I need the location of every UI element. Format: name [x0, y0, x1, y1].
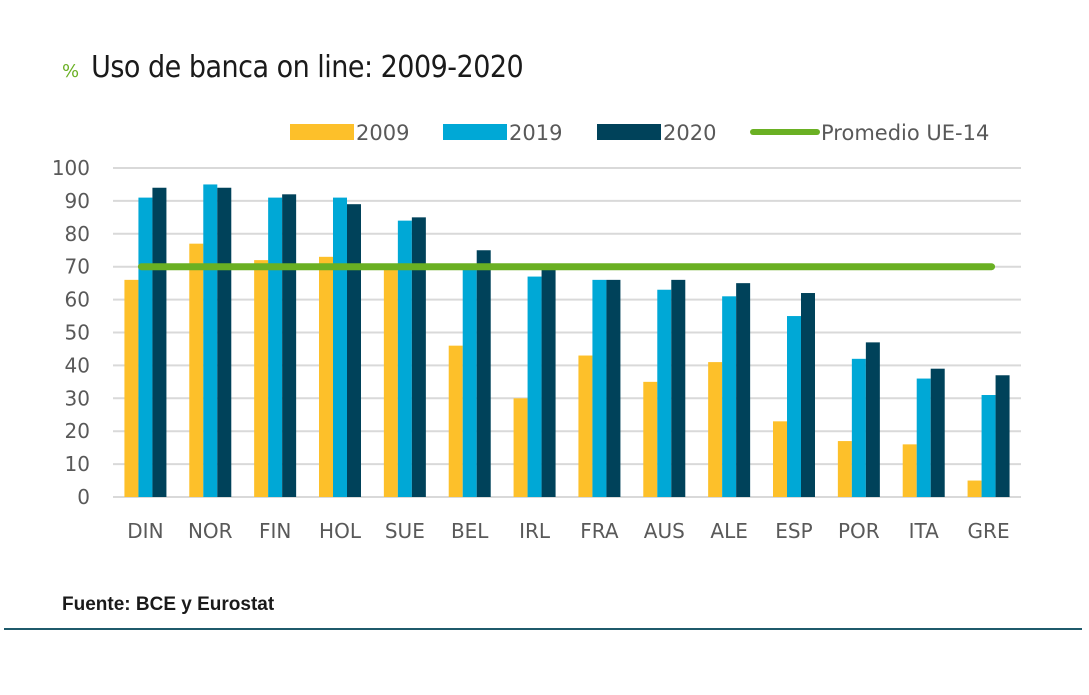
chart-title-block: % Uso de banca on line: 2009-2020 [62, 50, 524, 85]
bottom-divider [4, 628, 1082, 630]
bar-2019-por [851, 358, 866, 497]
x-tick-label: POR [838, 519, 880, 543]
bar-2009-sue [383, 266, 398, 497]
x-tick-label: NOR [188, 519, 233, 543]
bar-2020-ale [736, 283, 751, 497]
bar-2019-esp [787, 316, 801, 497]
bar-2009-aus [643, 381, 658, 497]
y-tick-label: 80 [65, 222, 90, 246]
bar-2020-din [152, 187, 167, 498]
bar-2009-irl [513, 398, 528, 497]
bar-2019-fin [268, 197, 283, 498]
legend-label-2020: 2020 [663, 121, 716, 145]
x-tick-label: GRE [968, 519, 1010, 543]
y-tick-label: 20 [65, 419, 90, 443]
bar-2019-sue [397, 220, 412, 497]
x-tick-label: AUS [644, 519, 685, 543]
bar-2019-hol [333, 197, 347, 498]
x-tick-label: ITA [909, 519, 940, 543]
x-tick-label: FRA [580, 519, 619, 543]
bar-2020-hol [347, 204, 361, 497]
bar-2019-nor [203, 184, 218, 497]
x-tick-label: ESP [775, 519, 812, 543]
y-tick-label: 90 [65, 189, 90, 213]
bar-2019-din [138, 197, 153, 498]
bar-2019-gre [981, 395, 996, 497]
legend-swatch-2019 [443, 124, 507, 140]
bar-2020-bel [476, 250, 491, 497]
bar-2009-nor [189, 243, 204, 497]
bar-2020-fra [606, 279, 621, 497]
y-tick-label: 100 [52, 156, 90, 180]
bar-2019-aus [657, 289, 672, 497]
bar-2009-bel [448, 345, 463, 497]
bar-2009-din [124, 279, 139, 497]
x-tick-label: DIN [127, 519, 163, 543]
y-tick-label: 0 [77, 485, 90, 509]
legend-label-2009: 2009 [356, 121, 409, 145]
y-tick-label: 30 [65, 386, 90, 410]
bar-2020-fin [282, 194, 297, 497]
x-tick-label: ALE [710, 519, 747, 543]
bar-2020-por [865, 342, 880, 497]
bar-2020-aus [671, 279, 686, 497]
y-tick-label: 10 [65, 452, 90, 476]
bar-2009-esp [773, 421, 787, 497]
x-tick-label: SUE [385, 519, 425, 543]
bar-2019-bel [462, 266, 477, 497]
bar-2020-sue [411, 217, 426, 497]
bar-2009-fra [578, 355, 593, 497]
legend-label-average: Promedio UE-14 [821, 121, 989, 145]
bar-2009-ita [902, 444, 917, 497]
x-tick-label: HOL [319, 519, 362, 543]
bar-2020-esp [801, 293, 815, 497]
source-note: Fuente: BCE y Eurostat [62, 594, 275, 615]
bar-2009-ale [708, 362, 723, 497]
x-tick-label: IRL [519, 519, 551, 543]
bar-2020-irl [541, 269, 556, 497]
y-tick-label: 70 [65, 255, 90, 279]
bar-2019-ita [916, 378, 931, 497]
legend-swatch-2009 [290, 124, 354, 140]
bar-2020-nor [217, 187, 232, 498]
legend-swatch-2020 [597, 124, 661, 140]
bar-2019-ale [722, 296, 737, 497]
x-tick-label: FIN [259, 519, 291, 543]
bar-2019-fra [592, 279, 607, 497]
bar-2019-irl [527, 276, 542, 497]
unit-label: % [62, 61, 80, 82]
y-tick-label: 60 [65, 288, 90, 312]
bar-2009-hol [319, 256, 333, 497]
bar-2009-fin [254, 260, 269, 497]
bar-2020-ita [930, 368, 945, 497]
bar-2009-por [837, 441, 852, 497]
chart-title: Uso de banca on line: 2009-2020 [91, 50, 524, 85]
bar-2009-gre [967, 480, 982, 497]
x-tick-label: BEL [451, 519, 489, 543]
legend-label-2019: 2019 [509, 121, 562, 145]
y-tick-label: 40 [65, 353, 90, 377]
y-tick-label: 50 [65, 321, 90, 345]
bar-2020-gre [995, 375, 1010, 497]
